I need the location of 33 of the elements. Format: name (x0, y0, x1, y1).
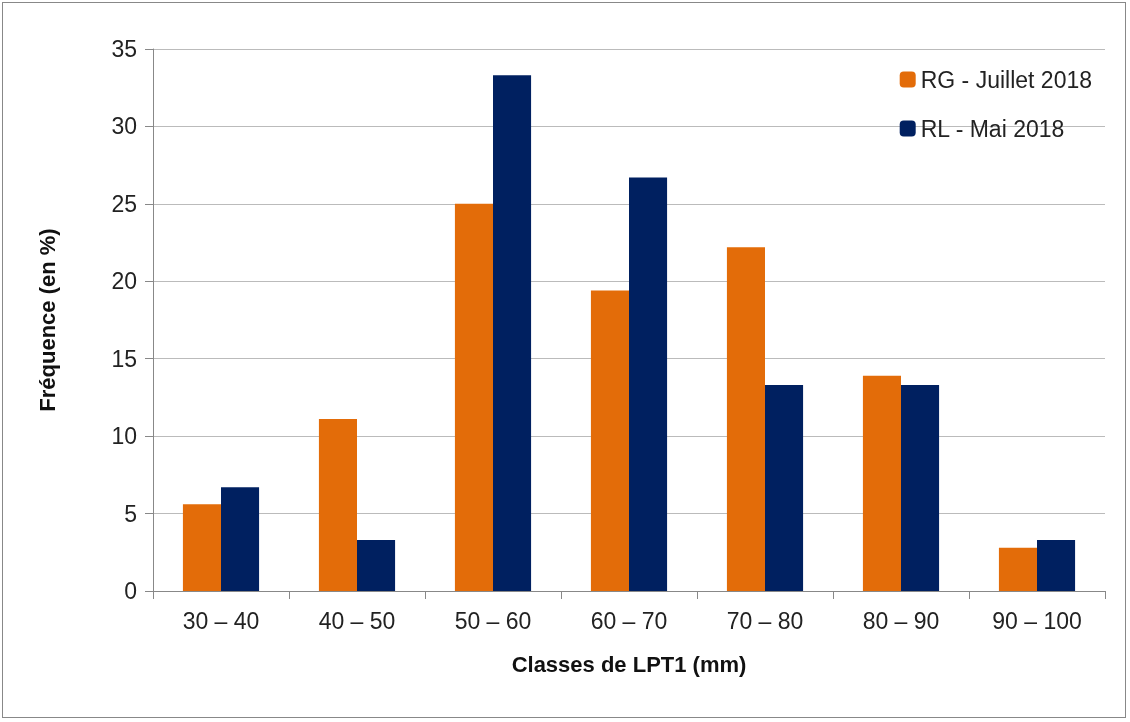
y-tick-label: 20 (111, 268, 137, 295)
x-axis-title: Classes de LPT1 (mm) (511, 651, 747, 677)
y-tick-label: 5 (124, 500, 137, 527)
y-tick-label: 30 (111, 113, 137, 140)
bar (1037, 539, 1076, 591)
x-tick-label: 50 – 60 (454, 607, 532, 634)
legend-label: RG - Juillet 2018 (920, 66, 1093, 93)
x-tick-label: 70 – 80 (726, 607, 804, 634)
y-axis-title: Fréquence (en %) (34, 228, 60, 412)
bar (862, 375, 901, 591)
y-tick-label: 0 (124, 578, 137, 604)
bar (454, 203, 493, 591)
bar (726, 247, 765, 591)
y-tick-label: 35 (111, 36, 137, 62)
bar (629, 177, 668, 591)
bar (357, 539, 396, 591)
bar (182, 504, 221, 591)
x-tick-label: 30 – 40 (182, 607, 260, 634)
legend-label: RL - Mai 2018 (920, 115, 1065, 142)
bar (590, 290, 629, 591)
bar (901, 385, 940, 591)
y-tick-label: 15 (111, 345, 137, 372)
x-tick-label: 90 – 100 (992, 607, 1082, 634)
x-tick-label: 80 – 90 (862, 607, 940, 634)
x-tick-label: 40 – 50 (318, 607, 396, 634)
bar (493, 75, 532, 591)
bar (318, 419, 357, 591)
y-tick-label: 25 (111, 190, 137, 217)
bar (765, 385, 804, 591)
x-tick-label: 60 – 70 (590, 607, 668, 634)
bar (998, 547, 1037, 591)
y-tick-label: 10 (111, 423, 137, 450)
bar (221, 487, 260, 591)
